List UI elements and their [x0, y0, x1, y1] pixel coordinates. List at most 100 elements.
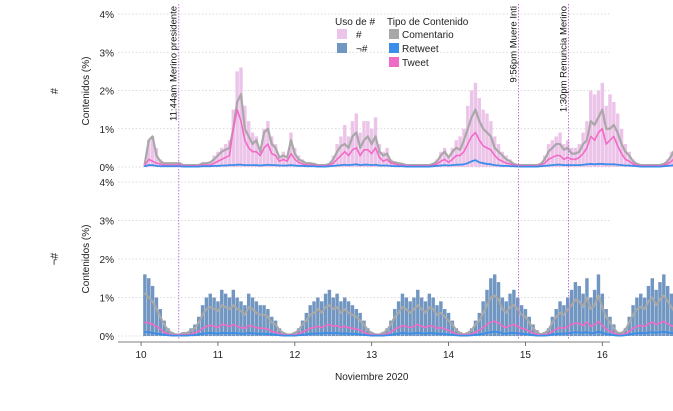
- bar: [189, 328, 193, 336]
- bar: [492, 274, 497, 336]
- bar: [373, 117, 378, 167]
- bar: [254, 301, 259, 336]
- bar: [231, 289, 236, 336]
- x-tick-label: 11: [213, 350, 224, 361]
- bar: [466, 105, 470, 167]
- bar: [262, 305, 266, 336]
- panel-hashtag: 0% 1% 2% 3% 4% Contenidos (%) #: [49, 10, 673, 174]
- bar: [485, 113, 489, 167]
- bar: [481, 109, 485, 168]
- bar: [289, 132, 293, 167]
- bar: [235, 297, 239, 336]
- bar: [654, 289, 658, 336]
- bar: [339, 136, 343, 167]
- bar: [592, 94, 597, 167]
- bar: [246, 121, 251, 167]
- bar: [147, 140, 151, 167]
- bar: [335, 144, 339, 167]
- bar: [504, 155, 508, 167]
- bar: [343, 297, 347, 336]
- bar: [623, 144, 628, 167]
- bar: [608, 94, 612, 167]
- bar: [266, 309, 270, 336]
- bar: [446, 155, 451, 167]
- bar: [485, 289, 489, 336]
- bar: [147, 278, 151, 336]
- bar: [220, 147, 224, 168]
- bar: [300, 320, 305, 336]
- bar: [358, 132, 362, 167]
- bar: [270, 316, 274, 336]
- bar: [531, 324, 535, 336]
- bar: [354, 113, 359, 167]
- bar: [477, 98, 482, 167]
- bar: [589, 297, 593, 336]
- bar: [450, 147, 455, 168]
- bar: [562, 305, 566, 336]
- bar: [596, 274, 601, 336]
- bar: [558, 132, 562, 167]
- legend-label: Tweet: [402, 58, 429, 69]
- y-tick-label: 3%: [100, 217, 115, 228]
- y-tick-label: 4%: [100, 10, 115, 21]
- bar: [335, 293, 339, 336]
- bar: [454, 140, 458, 167]
- bar: [596, 90, 601, 167]
- bar: [489, 121, 493, 167]
- bar: [296, 155, 301, 167]
- bar: [527, 316, 531, 336]
- bar: [454, 328, 458, 336]
- bar: [516, 297, 520, 336]
- legend-label: Retweet: [402, 44, 439, 55]
- bar: [469, 328, 474, 336]
- bar: [477, 312, 482, 336]
- bar: [362, 320, 366, 336]
- y-tick-label: 4%: [100, 178, 115, 189]
- event-markers: 11:44am Merino presidente 9:56pm Muere In…: [169, 4, 569, 340]
- bar: [273, 320, 278, 336]
- bar: [404, 297, 408, 336]
- bar: [443, 147, 447, 168]
- legend-label: #: [356, 30, 362, 41]
- bar: [362, 121, 366, 167]
- bar: [577, 285, 581, 336]
- bar: [542, 155, 547, 167]
- bar: [323, 293, 328, 336]
- legend-swatch: [389, 29, 399, 39]
- bar: [327, 289, 332, 336]
- bar: [608, 316, 612, 336]
- bar: [500, 151, 505, 167]
- series-line-comentario: [143, 292, 673, 336]
- bar: [369, 128, 374, 167]
- bar: [546, 144, 551, 167]
- bar: [200, 305, 205, 336]
- bar: [581, 293, 585, 336]
- bar: [665, 285, 670, 336]
- bar: [646, 285, 651, 336]
- bar: [204, 297, 209, 336]
- bar: [212, 155, 216, 167]
- series-line-comentario: [143, 93, 673, 167]
- bar: [592, 289, 597, 336]
- x-axis: 10 11 12 13 14 15 16 Noviembre 2020: [118, 341, 610, 383]
- bar: [431, 297, 435, 336]
- legend-swatch: [389, 43, 399, 53]
- legend-swatch: [337, 29, 347, 39]
- bar: [577, 144, 581, 167]
- bar: [439, 301, 443, 336]
- y-tick-label: 2%: [100, 255, 115, 266]
- y-tick-label: 0%: [100, 163, 115, 174]
- x-tick-label: 12: [289, 350, 301, 361]
- bar: [615, 113, 620, 167]
- x-tick-label: 16: [597, 350, 609, 361]
- bar: [208, 161, 212, 167]
- event-label: 1:30pm Renuncia Merino: [558, 6, 569, 112]
- bar: [358, 312, 362, 336]
- row-label: #: [49, 87, 61, 94]
- bar: [162, 320, 166, 336]
- bar: [350, 121, 355, 167]
- series-line-retweet: [144, 159, 673, 168]
- bar: [519, 305, 524, 336]
- bar: [462, 128, 466, 167]
